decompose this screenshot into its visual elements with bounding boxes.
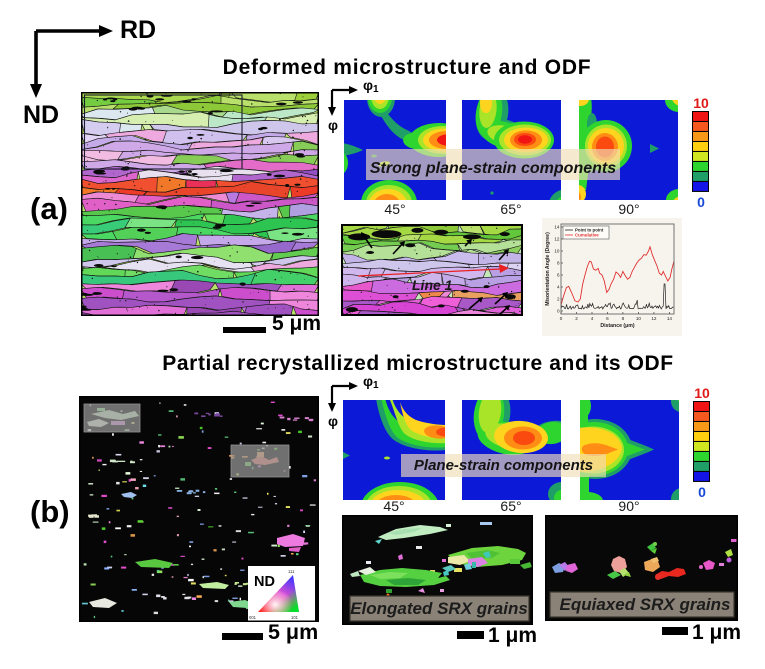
svg-text:Distance (μm): Distance (μm)	[600, 323, 635, 329]
svg-text:10: 10	[636, 316, 642, 321]
svg-text:ND: ND	[254, 574, 275, 590]
svg-text:001: 001	[249, 615, 257, 620]
svg-text:Line 1: Line 1	[412, 277, 453, 293]
svg-text:Misorientation Angle (Degree): Misorientation Angle (Degree)	[545, 232, 551, 306]
svg-text:12: 12	[554, 237, 560, 242]
svg-text:6: 6	[606, 316, 609, 321]
svg-text:101: 101	[291, 615, 299, 620]
svg-text:0: 0	[557, 309, 560, 314]
svg-text:0: 0	[560, 316, 563, 321]
svg-text:14: 14	[554, 225, 560, 230]
svg-text:Cumulative: Cumulative	[575, 233, 599, 238]
svg-text:Equiaxed SRX grains: Equiaxed SRX grains	[560, 595, 731, 614]
svg-text:12: 12	[651, 316, 657, 321]
svg-text:14: 14	[667, 316, 673, 321]
svg-text:111: 111	[288, 569, 295, 574]
svg-text:8: 8	[622, 316, 625, 321]
svg-text:2: 2	[557, 297, 560, 302]
svg-text:2: 2	[575, 316, 578, 321]
svg-text:4: 4	[557, 285, 560, 290]
svg-text:10: 10	[554, 249, 560, 254]
svg-text:6: 6	[557, 273, 560, 278]
svg-text:Elongated SRX grains: Elongated SRX grains	[350, 599, 528, 618]
svg-text:Point to point: Point to point	[575, 228, 604, 233]
svg-text:4: 4	[591, 316, 594, 321]
svg-text:8: 8	[557, 261, 560, 266]
